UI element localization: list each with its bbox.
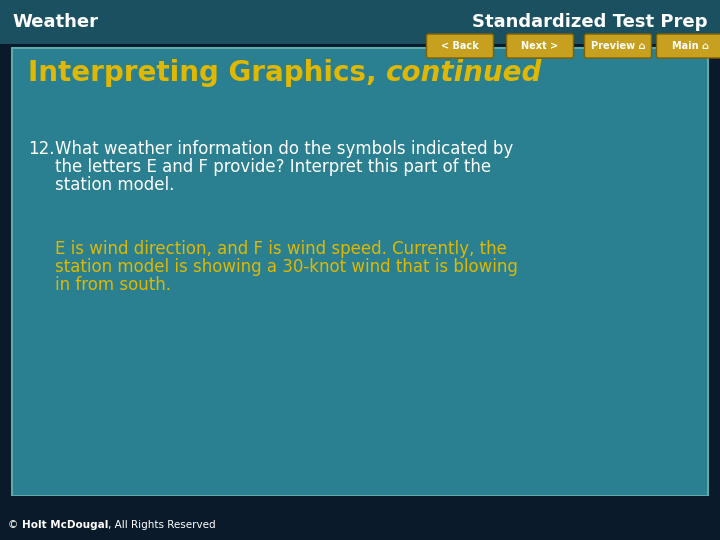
Text: ©: © <box>8 520 22 530</box>
Text: in from south.: in from south. <box>55 276 171 294</box>
Text: Next >: Next > <box>521 41 559 51</box>
Text: the letters E and F provide? Interpret this part of the: the letters E and F provide? Interpret t… <box>55 158 491 176</box>
Text: continued: continued <box>386 59 543 87</box>
Text: < Back: < Back <box>441 41 479 51</box>
Text: Main ⌂: Main ⌂ <box>672 41 708 51</box>
Text: , All Rights Reserved: , All Rights Reserved <box>108 520 215 530</box>
Text: What weather information do the symbols indicated by: What weather information do the symbols … <box>55 140 513 158</box>
Text: Holt McDougal: Holt McDougal <box>22 520 108 530</box>
FancyBboxPatch shape <box>657 34 720 58</box>
Text: 12.: 12. <box>28 140 55 158</box>
FancyBboxPatch shape <box>0 0 720 44</box>
Text: E is wind direction, and F is wind speed. Currently, the: E is wind direction, and F is wind speed… <box>55 240 507 258</box>
Text: station model is showing a 30-knot wind that is blowing: station model is showing a 30-knot wind … <box>55 258 518 276</box>
Text: Weather: Weather <box>12 13 98 31</box>
Text: Preview ⌂: Preview ⌂ <box>590 41 645 51</box>
Text: station model.: station model. <box>55 176 174 194</box>
FancyBboxPatch shape <box>585 34 652 58</box>
FancyBboxPatch shape <box>506 34 574 58</box>
FancyBboxPatch shape <box>426 34 493 58</box>
Text: Interpreting Graphics,: Interpreting Graphics, <box>28 59 386 87</box>
FancyBboxPatch shape <box>12 48 708 496</box>
Text: Standardized Test Prep: Standardized Test Prep <box>472 13 708 31</box>
FancyBboxPatch shape <box>0 496 720 540</box>
